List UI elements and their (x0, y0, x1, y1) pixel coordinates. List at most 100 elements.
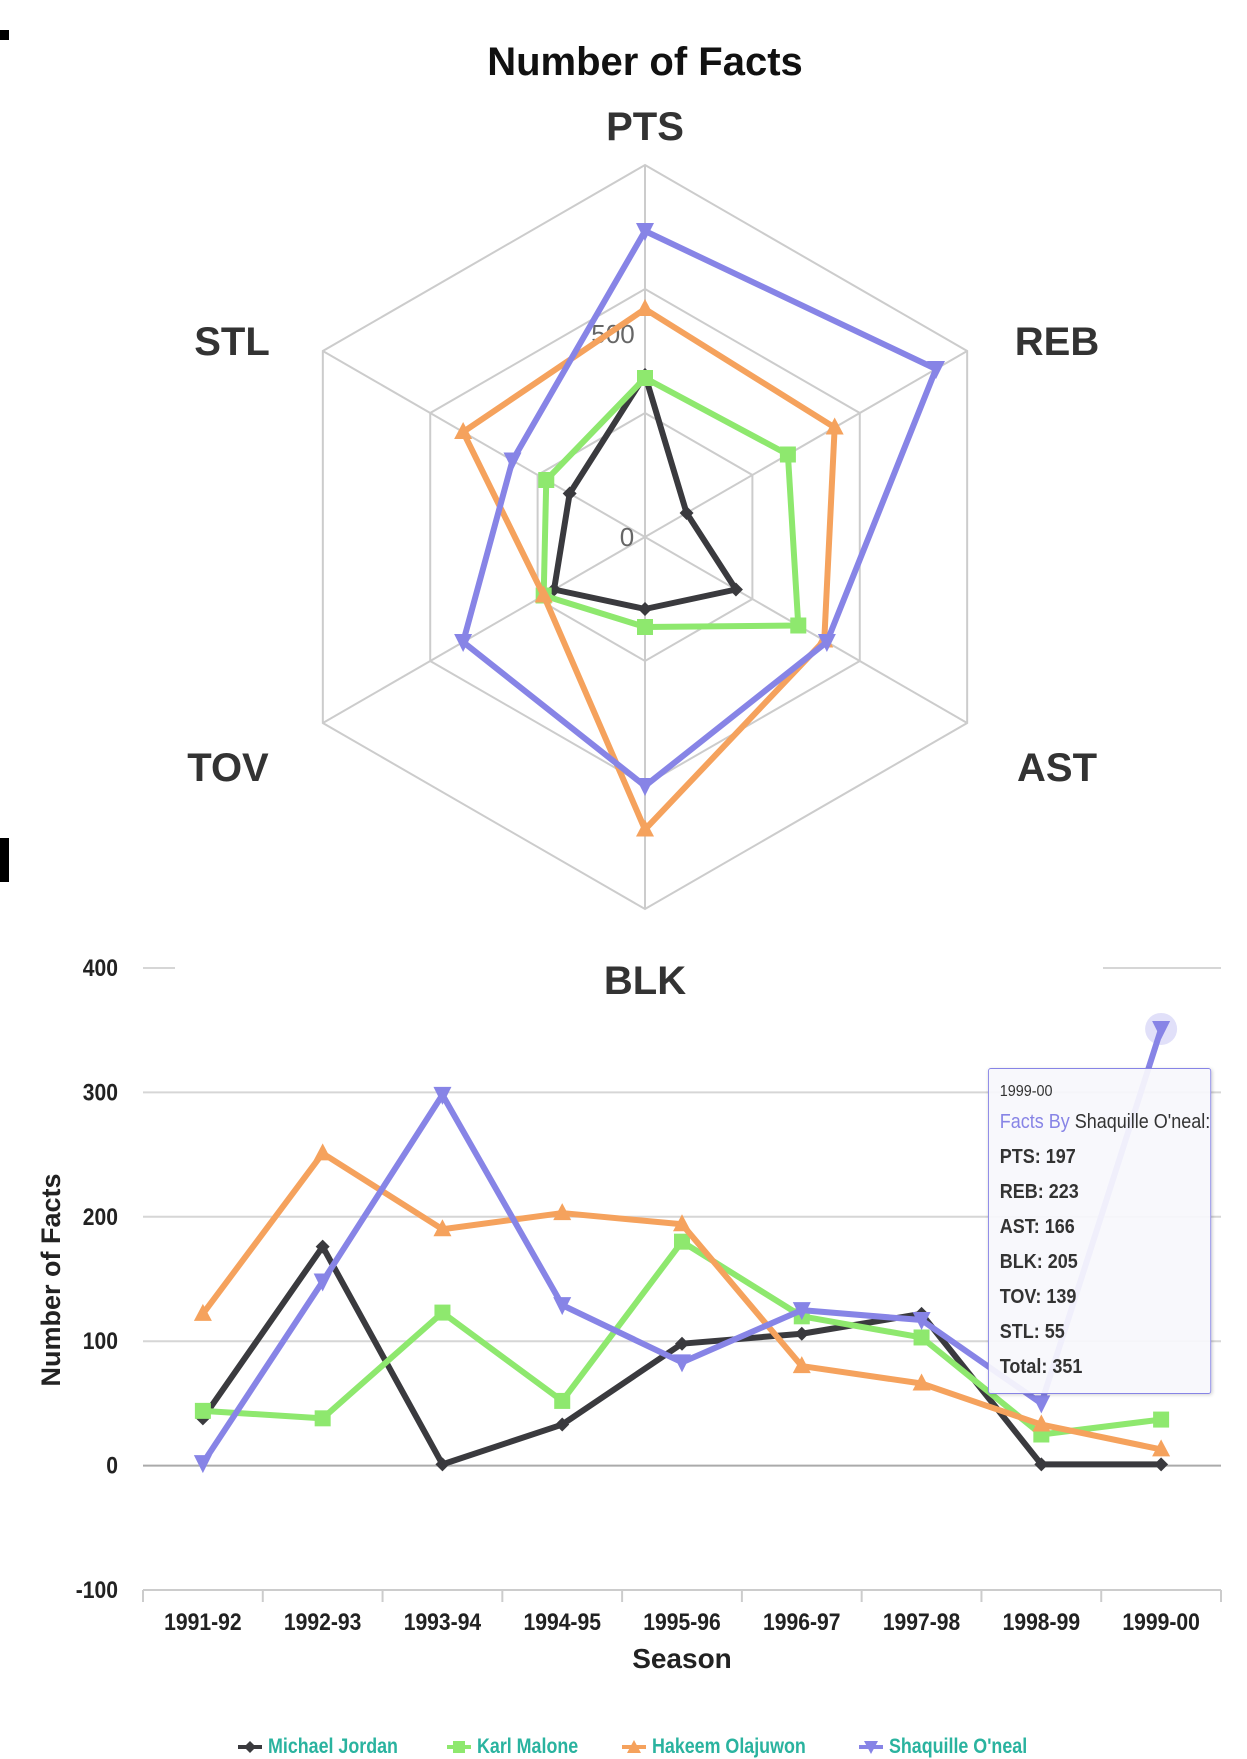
line-triangle-marker (1152, 1439, 1171, 1457)
tooltip-line: PTS: 197 (999, 1146, 1076, 1168)
radar-square-marker (779, 446, 796, 463)
radar-diamond-marker (728, 582, 743, 597)
line-square-marker (674, 1233, 690, 1250)
line-square-marker (554, 1392, 571, 1409)
line-triangle-marker (912, 1373, 931, 1391)
tooltip-line: Total: 351 (999, 1356, 1083, 1378)
line-triangle-down-marker (433, 1086, 452, 1105)
radar-axis-label: STL (194, 320, 270, 364)
tooltip-line: STL: 55 (999, 1321, 1065, 1343)
line-diamond-marker (675, 1336, 689, 1351)
line-triangle-down-marker (673, 1354, 691, 1373)
legend-label: Michael Jordan (268, 1735, 398, 1758)
radar-triangle-down-marker (503, 452, 522, 471)
radar-axis-label: AST (1017, 746, 1097, 790)
tooltip-line: AST: 166 (999, 1216, 1075, 1238)
tooltip-line: BLK: 205 (999, 1251, 1078, 1273)
line-chart: 400 300 200 100 0 -100 1991-92 1992-93 1993-94 19… (36, 955, 1222, 1674)
line-square-marker (1153, 1411, 1170, 1428)
radar-spoke (322, 536, 646, 724)
tooltip-line: TOV: 139 (999, 1286, 1077, 1308)
line-diamond-marker (1034, 1457, 1049, 1472)
radar-spoke (322, 350, 646, 538)
line-triangle-down-marker (1152, 1020, 1171, 1039)
line-triangle-marker (553, 1203, 572, 1221)
radar-triangle-down-marker (817, 634, 836, 652)
x-tick-label: 1997-98 (883, 1609, 960, 1636)
y-axis-title: Number of Facts (36, 1173, 66, 1386)
tooltip-header: Facts By Shaquille O'neal: (1000, 1111, 1211, 1134)
radar-triangle-down-marker (636, 223, 654, 241)
radar-axis-label: PTS (606, 105, 684, 149)
line-triangle-marker (313, 1143, 332, 1161)
line-triangle-marker (792, 1356, 811, 1374)
line-triangle-marker (193, 1303, 212, 1321)
line-square-marker (194, 1402, 211, 1419)
radar-triangle-down-marker (636, 778, 654, 796)
y-tick-label: 200 (83, 1204, 118, 1231)
x-tick-label: 1994-95 (523, 1609, 600, 1636)
radar-square-marker (637, 619, 653, 635)
radar-axis-label: TOV (187, 746, 269, 790)
square-marker-icon (446, 1741, 471, 1753)
line-triangle-marker (1032, 1414, 1051, 1432)
line-diamond-marker (435, 1457, 450, 1472)
radar-square-marker (790, 617, 807, 634)
radar-axis-label: REB (1015, 320, 1099, 364)
radar-square-marker (538, 472, 555, 488)
line-triangle-down-marker (792, 1302, 811, 1321)
tooltip-series-name: Shaquille O'neal: (1074, 1111, 1211, 1133)
legend-label: Shaquille O'neal (888, 1735, 1027, 1758)
x-tick-label: 1993-94 (404, 1609, 482, 1636)
radar-tick-label: 0 (620, 522, 634, 552)
tooltip-line: REB: 223 (999, 1181, 1079, 1203)
legend-item-olajuwon[interactable]: Hakeem Olajuwon (621, 1735, 833, 1759)
radar-series-line (540, 375, 802, 630)
line-triangle-down-marker (313, 1273, 332, 1292)
chart-title: Number of Facts (487, 40, 803, 84)
triangle-marker-icon (621, 1740, 646, 1753)
line-diamond-marker (315, 1239, 330, 1254)
line-triangle-down-marker (1032, 1395, 1051, 1414)
legend-label: Karl Malone (476, 1735, 579, 1758)
radar-triangle-marker (825, 417, 844, 435)
radar-triangle-marker (534, 585, 553, 603)
radar-diamond-marker (562, 486, 577, 501)
radar-diamond-marker (679, 506, 694, 520)
x-tick-label: 1991-92 (164, 1609, 241, 1636)
line-triangle-down-marker (193, 1455, 212, 1474)
data-tooltip: 1999-00 Facts By Shaquille O'neal: PTS: … (988, 1068, 1212, 1394)
x-tick-label: 1998-99 (1003, 1609, 1080, 1636)
y-tick-label: 400 (83, 955, 118, 982)
line-diamond-marker (1154, 1457, 1169, 1472)
radar-triangle-down-marker (926, 361, 945, 379)
legend-item-jordan[interactable]: Michael Jordan (238, 1735, 421, 1759)
line-triangle-down-marker (553, 1297, 572, 1316)
radar-square-marker (637, 370, 653, 386)
tooltip-title: 1999-00 (999, 1083, 1053, 1100)
x-tick-label: 1996-97 (763, 1609, 840, 1636)
line-square-marker (314, 1410, 331, 1427)
line-diamond-marker (555, 1417, 570, 1432)
line-triangle-down-marker (912, 1312, 931, 1331)
tooltip-by-label: Facts By (999, 1111, 1070, 1133)
y-tick-label: -100 (76, 1577, 118, 1604)
y-tick-label: 300 (83, 1079, 118, 1106)
radar-triangle-marker (454, 422, 473, 439)
y-tick-label: 0 (106, 1452, 118, 1479)
line-diamond-marker (794, 1326, 809, 1341)
radar-triangle-down-marker (454, 634, 473, 652)
legend-item-malone[interactable]: Karl Malone (446, 1735, 596, 1759)
triangle-down-marker-icon (858, 1741, 883, 1754)
x-axis-title: Season (632, 1643, 732, 1674)
hover-halo (1145, 1012, 1178, 1045)
legend: Michael Jordan Karl Malone Hakeem Olajuw… (238, 1735, 1051, 1759)
x-tick-label: 1992-93 (284, 1609, 361, 1636)
line-square-marker (913, 1329, 930, 1346)
line-triangle-marker (673, 1214, 691, 1232)
legend-label: Hakeem Olajuwon (651, 1735, 806, 1758)
legend-item-oneal[interactable]: Shaquille O'neal (858, 1735, 1052, 1759)
radar-triangle-marker (636, 819, 654, 837)
